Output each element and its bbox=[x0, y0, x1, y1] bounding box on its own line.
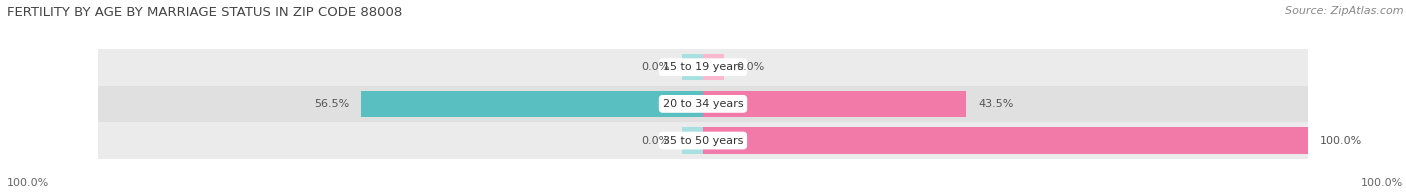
Text: 0.0%: 0.0% bbox=[641, 62, 669, 72]
Bar bbox=[703, 54, 724, 80]
Text: Source: ZipAtlas.com: Source: ZipAtlas.com bbox=[1285, 6, 1403, 16]
Bar bbox=[682, 54, 703, 80]
Text: 0.0%: 0.0% bbox=[641, 136, 669, 146]
Text: 35 to 50 years: 35 to 50 years bbox=[662, 136, 744, 146]
Bar bbox=[98, 49, 1308, 85]
Text: 56.5%: 56.5% bbox=[314, 99, 349, 109]
Bar bbox=[98, 122, 1308, 159]
Text: 0.0%: 0.0% bbox=[737, 62, 765, 72]
Text: 100.0%: 100.0% bbox=[7, 178, 49, 188]
Bar bbox=[703, 127, 1308, 154]
Bar bbox=[98, 85, 1308, 122]
Text: 43.5%: 43.5% bbox=[979, 99, 1014, 109]
Text: 100.0%: 100.0% bbox=[1361, 178, 1403, 188]
Bar bbox=[682, 127, 703, 154]
Bar bbox=[703, 91, 966, 117]
Bar bbox=[361, 91, 703, 117]
Text: FERTILITY BY AGE BY MARRIAGE STATUS IN ZIP CODE 88008: FERTILITY BY AGE BY MARRIAGE STATUS IN Z… bbox=[7, 6, 402, 19]
Text: 15 to 19 years: 15 to 19 years bbox=[662, 62, 744, 72]
Text: 20 to 34 years: 20 to 34 years bbox=[662, 99, 744, 109]
Text: 100.0%: 100.0% bbox=[1320, 136, 1362, 146]
